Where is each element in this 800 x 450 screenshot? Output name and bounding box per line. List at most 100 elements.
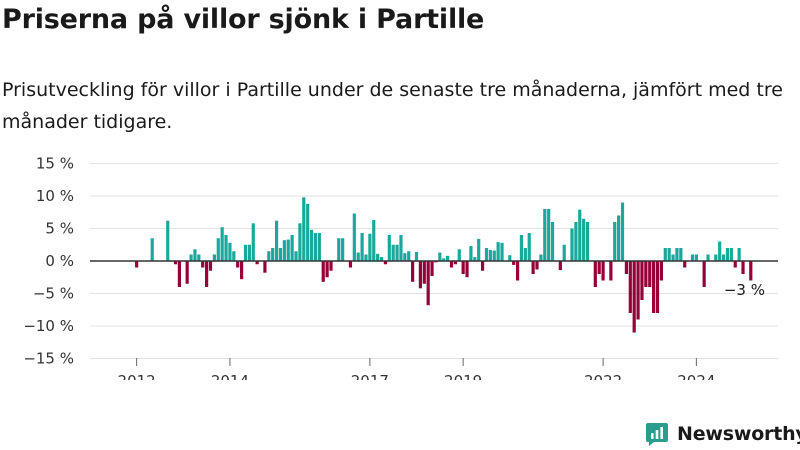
bar xyxy=(640,261,644,300)
bar xyxy=(461,261,465,274)
x-tick-label: 2017 xyxy=(351,372,389,380)
bar xyxy=(512,261,516,265)
bar xyxy=(539,254,543,261)
bar xyxy=(224,235,228,261)
bar xyxy=(341,238,345,261)
bar xyxy=(648,261,652,287)
bar xyxy=(325,261,329,278)
bar xyxy=(617,215,621,261)
y-axis-tick-labels: 15 % 10 % 5 % 0 % −5 % −10 % −15 % xyxy=(23,155,74,368)
bar xyxy=(632,261,636,333)
bar xyxy=(372,220,376,261)
bar xyxy=(399,235,403,261)
bar xyxy=(729,248,733,261)
bar xyxy=(527,233,531,261)
bar xyxy=(469,246,473,261)
bar xyxy=(457,249,461,261)
x-tick-label: 2012 xyxy=(118,372,156,380)
x-tick-label: 2014 xyxy=(211,372,249,380)
y-tick-label: 0 % xyxy=(45,252,74,270)
bar xyxy=(251,223,255,261)
bar xyxy=(574,222,578,261)
x-axis-tick-labels: 2012 2014 2017 2019 2022 2024 xyxy=(118,358,715,380)
bar xyxy=(547,209,551,261)
bar xyxy=(496,242,500,261)
y-tick-label: 15 % xyxy=(36,155,74,173)
bar xyxy=(477,238,481,261)
bar xyxy=(337,238,341,261)
bar xyxy=(309,229,314,261)
bar xyxy=(741,261,745,274)
bar xyxy=(508,255,512,261)
bar xyxy=(655,261,660,313)
bar xyxy=(414,251,419,261)
newsworthy-logo-icon xyxy=(646,423,668,446)
bar xyxy=(718,241,722,261)
bar xyxy=(582,218,586,261)
bar xyxy=(446,255,450,261)
bar xyxy=(193,249,197,261)
bar xyxy=(418,261,422,289)
bar xyxy=(620,202,625,261)
bar xyxy=(306,203,310,261)
bar xyxy=(329,261,333,271)
bar xyxy=(317,233,321,261)
bar xyxy=(519,235,524,261)
bar xyxy=(294,251,298,261)
bar xyxy=(636,261,640,320)
bar xyxy=(733,261,737,268)
bar xyxy=(387,235,391,261)
bar xyxy=(438,252,442,261)
bar xyxy=(298,223,302,261)
bar xyxy=(663,248,667,261)
bar xyxy=(271,248,275,261)
y-tick-label: 5 % xyxy=(45,220,74,238)
chart-subtitle: Prisutveckling för villor i Partille und… xyxy=(2,79,783,133)
bar xyxy=(480,261,485,271)
bar xyxy=(356,252,360,261)
bar xyxy=(411,261,415,282)
bar xyxy=(613,222,617,261)
bar xyxy=(531,261,535,274)
bar xyxy=(286,239,290,261)
bar xyxy=(550,222,555,261)
bar xyxy=(376,253,380,261)
bar xyxy=(368,233,372,261)
bar xyxy=(671,254,675,261)
bar xyxy=(236,261,240,268)
bar xyxy=(721,254,726,261)
bar xyxy=(383,261,388,265)
bar xyxy=(652,261,656,313)
bar xyxy=(659,261,663,281)
bar xyxy=(675,248,679,261)
bar xyxy=(725,248,730,261)
annotation-label: −3 % xyxy=(724,281,765,299)
bar xyxy=(465,261,469,278)
bar xyxy=(585,222,590,261)
bar xyxy=(702,261,706,287)
bar xyxy=(515,261,520,281)
bar xyxy=(690,254,695,261)
bar xyxy=(558,261,562,271)
bar xyxy=(352,213,356,261)
bar xyxy=(609,261,613,281)
bar xyxy=(321,261,325,282)
annotations: −3 % xyxy=(724,281,765,299)
y-tick-label: 10 % xyxy=(36,187,74,205)
bar xyxy=(173,261,178,265)
bar-chart: 15 %10 %5 %0 %−5 %−10 %−15 % 20122014201… xyxy=(23,155,778,380)
bar xyxy=(706,254,710,261)
x-tick-label: 2022 xyxy=(584,372,622,380)
bar xyxy=(212,254,216,261)
bar xyxy=(593,261,597,287)
bar xyxy=(492,250,496,261)
bar xyxy=(453,261,457,265)
bar xyxy=(535,261,539,270)
bar xyxy=(679,248,683,261)
bar xyxy=(267,251,271,261)
bar xyxy=(255,261,259,265)
bar xyxy=(364,254,368,261)
bar xyxy=(232,251,236,261)
bar xyxy=(683,261,687,268)
bar xyxy=(216,238,220,261)
